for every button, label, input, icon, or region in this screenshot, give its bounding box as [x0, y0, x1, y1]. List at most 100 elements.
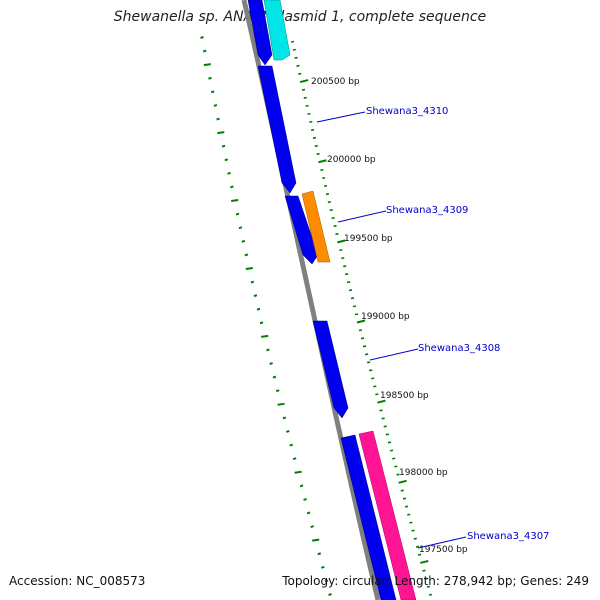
gc-dot	[241, 239, 246, 243]
gc-dot	[202, 49, 207, 53]
tick-mark	[320, 168, 324, 172]
tick-mark	[369, 369, 373, 372]
tick-mark	[424, 577, 428, 580]
gene-labels: Shewana3_4310 Shewana3_4309 Shewana3_430…	[366, 106, 549, 542]
tick-mark	[299, 79, 309, 84]
gc-dot	[217, 131, 225, 135]
tick-label: 200500 bp	[311, 77, 360, 87]
length-value: 278,942 bp	[443, 574, 513, 588]
tick-mark	[413, 537, 417, 540]
gene-arrow-shewana3-4307[interactable]	[340, 434, 397, 600]
tick-mark	[417, 553, 422, 556]
map-title: Shewanella sp. ANA-3 plasmid 1, complete…	[113, 9, 487, 25]
tick-mark	[377, 399, 386, 404]
gc-dot	[269, 362, 273, 365]
tick-mark	[350, 297, 355, 300]
gc-dot	[272, 375, 277, 379]
tick-mark	[341, 257, 345, 260]
gc-dot	[275, 389, 280, 393]
tick-label: 199000 bp	[361, 312, 410, 322]
tick-mark	[358, 329, 363, 332]
gc-dot	[208, 76, 212, 80]
tick-mark	[354, 313, 359, 316]
tick-mark	[385, 433, 389, 436]
gc-dot	[306, 511, 311, 515]
tick-mark	[415, 545, 420, 548]
tick-label: 197500 bp	[419, 545, 468, 555]
tick-mark	[381, 417, 385, 420]
tick-mark	[364, 353, 369, 356]
tick-mark	[352, 305, 357, 308]
tick-label: 199500 bp	[344, 234, 393, 244]
gc-dot	[235, 212, 240, 216]
gene-label-shewana3-4308[interactable]: Shewana3_4308	[418, 343, 500, 354]
gene-arrow-orange[interactable]	[301, 190, 331, 263]
tick-mark	[333, 225, 337, 228]
gc-dot	[221, 144, 226, 148]
gc-dot	[312, 538, 320, 542]
gene-arrow-shewana3-4309[interactable]	[284, 195, 319, 265]
gene-label-shewana3-4310[interactable]: Shewana3_4310	[366, 106, 448, 117]
tick-mark	[292, 48, 296, 51]
tick-mark	[428, 593, 433, 596]
label-leader	[337, 210, 387, 223]
tick-mark	[290, 40, 295, 43]
tick-mark	[371, 377, 375, 380]
label-leader	[316, 111, 366, 123]
tick-mark	[294, 56, 298, 59]
tick-mark	[329, 209, 333, 212]
tick-label: 198000 bp	[399, 468, 448, 478]
genes-label: Genes:	[520, 574, 563, 588]
gc-dot	[294, 470, 302, 474]
gene-arrow-shewana3-4308[interactable]	[312, 320, 349, 419]
tick-mark	[356, 319, 366, 324]
tick-mark	[331, 217, 335, 220]
tick-mark	[301, 88, 306, 91]
gene-arrow-cyan[interactable]	[263, 0, 291, 61]
gc-dot	[244, 253, 249, 257]
tick-label: 200000 bp	[327, 155, 376, 165]
tick-mark	[402, 497, 407, 500]
tick-mark	[337, 239, 346, 244]
tick-mark	[348, 289, 353, 292]
gene-label-shewana3-4309[interactable]: Shewana3_4309	[386, 205, 468, 216]
gc-dot	[238, 226, 243, 230]
gc-dot	[259, 321, 264, 325]
tick-mark	[307, 112, 311, 115]
tick-mark	[373, 385, 377, 388]
gc-dot	[277, 402, 285, 406]
tick-mark	[310, 128, 315, 131]
tick-mark	[344, 273, 349, 276]
gc-dot	[250, 280, 255, 284]
gene-arrow-shewana3-4310[interactable]	[257, 65, 297, 194]
tick-mark	[387, 441, 392, 444]
gc-dot	[200, 36, 204, 39]
tick-mark	[323, 184, 328, 188]
tick-track	[290, 40, 433, 596]
tick-mark	[309, 120, 313, 123]
gc-dot	[292, 457, 297, 461]
gene-arrow[interactable]	[247, 0, 273, 66]
tick-mark	[379, 409, 383, 412]
accession-label: Accession:	[9, 574, 73, 588]
gene-label-shewana3-4307[interactable]: Shewana3_4307	[467, 531, 549, 542]
gc-dot	[289, 443, 293, 447]
tick-mark	[303, 96, 307, 99]
tick-mark	[426, 585, 430, 588]
tick-label: 198500 bp	[380, 391, 429, 401]
gc-dot	[216, 117, 220, 121]
tick-mark	[392, 457, 396, 460]
tick-mark	[396, 473, 400, 476]
tick-mark	[366, 361, 371, 364]
tick-mark	[316, 152, 320, 155]
tick-mark	[346, 281, 351, 284]
gene-arrow-pink[interactable]	[358, 430, 417, 600]
tick-mark	[298, 72, 302, 75]
gc-dot	[282, 416, 287, 420]
gc-skew-track	[200, 36, 332, 596]
tick-mark	[389, 449, 394, 452]
gene-features	[247, 0, 417, 600]
gc-dot	[203, 63, 211, 67]
